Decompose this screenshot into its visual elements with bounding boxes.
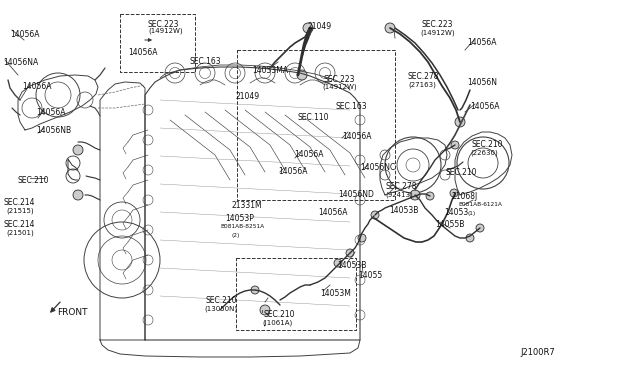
Circle shape: [450, 189, 458, 197]
Text: SEC.163: SEC.163: [190, 57, 221, 66]
Text: B081AB-6121A: B081AB-6121A: [458, 202, 502, 207]
Text: 14056A: 14056A: [342, 132, 371, 141]
Text: 14056ND: 14056ND: [338, 190, 374, 199]
Text: (1): (1): [468, 211, 476, 216]
Text: 14055B: 14055B: [435, 220, 465, 229]
Text: SEC.210: SEC.210: [17, 176, 49, 185]
Circle shape: [346, 249, 354, 257]
Text: 14053P: 14053P: [225, 214, 254, 223]
Text: 14056A: 14056A: [128, 48, 157, 57]
Text: 14056A: 14056A: [22, 82, 51, 91]
Circle shape: [371, 211, 379, 219]
Text: 14056A: 14056A: [10, 30, 40, 39]
Text: 14053B: 14053B: [337, 261, 366, 270]
Text: 14053: 14053: [444, 208, 468, 217]
Circle shape: [73, 190, 83, 200]
Text: SEC.278: SEC.278: [385, 182, 417, 191]
Circle shape: [73, 145, 83, 155]
Circle shape: [455, 117, 465, 127]
Text: (27163): (27163): [408, 81, 436, 87]
Text: SEC.223: SEC.223: [324, 75, 355, 84]
Text: 14055: 14055: [358, 271, 382, 280]
Circle shape: [410, 190, 420, 200]
Text: (14912W): (14912W): [322, 84, 356, 90]
Text: 14056A: 14056A: [294, 150, 323, 159]
Text: SEC.278: SEC.278: [408, 72, 440, 81]
Text: 14056NC: 14056NC: [360, 163, 396, 172]
Text: SEC.223: SEC.223: [422, 20, 454, 29]
Text: (14912W): (14912W): [420, 29, 454, 35]
Text: 21331M: 21331M: [232, 201, 262, 210]
Text: 14056A: 14056A: [467, 38, 497, 47]
Circle shape: [260, 305, 270, 315]
Text: SEC.210: SEC.210: [206, 296, 237, 305]
Text: 14056A: 14056A: [318, 208, 348, 217]
Circle shape: [426, 192, 434, 200]
Text: SEC.210: SEC.210: [445, 168, 477, 177]
Text: 14056A: 14056A: [470, 102, 499, 111]
Text: 14053B: 14053B: [389, 206, 419, 215]
Text: 14053MA: 14053MA: [252, 66, 288, 75]
Text: SEC.163: SEC.163: [335, 102, 367, 111]
Text: SEC.210: SEC.210: [263, 310, 294, 319]
Text: SEC.214: SEC.214: [4, 220, 35, 229]
Circle shape: [358, 234, 366, 242]
Text: FRONT: FRONT: [57, 308, 88, 317]
Text: SEC.110: SEC.110: [298, 113, 330, 122]
Circle shape: [334, 259, 342, 267]
Text: (22630): (22630): [470, 149, 498, 155]
Text: (2): (2): [231, 233, 239, 238]
Text: 14056NA: 14056NA: [3, 58, 38, 67]
Text: (J1061A): (J1061A): [262, 319, 292, 326]
Text: SEC.214: SEC.214: [4, 198, 35, 207]
Circle shape: [476, 224, 484, 232]
Text: (21501): (21501): [6, 229, 34, 235]
Circle shape: [466, 234, 474, 242]
Text: J2100R7: J2100R7: [520, 348, 555, 357]
Text: 14056A: 14056A: [278, 167, 307, 176]
Circle shape: [385, 23, 395, 33]
Text: (14912W): (14912W): [148, 28, 182, 35]
Text: 14053M: 14053M: [320, 289, 351, 298]
Text: 21049: 21049: [236, 92, 260, 101]
Circle shape: [251, 286, 259, 294]
Circle shape: [297, 70, 307, 80]
Text: SEC.210: SEC.210: [472, 140, 504, 149]
Text: (21515): (21515): [6, 207, 34, 214]
Text: SEC.223: SEC.223: [148, 20, 179, 29]
Text: B081AB-8251A: B081AB-8251A: [220, 224, 264, 229]
Text: 14056NB: 14056NB: [36, 126, 71, 135]
Text: 14056A: 14056A: [36, 108, 65, 117]
Text: 21049: 21049: [307, 22, 331, 31]
Text: (13050N): (13050N): [204, 305, 237, 311]
Circle shape: [451, 141, 459, 149]
Circle shape: [303, 23, 313, 33]
Text: 14056N: 14056N: [467, 78, 497, 87]
Text: 21068J: 21068J: [452, 192, 478, 201]
Text: (92413): (92413): [385, 191, 413, 198]
